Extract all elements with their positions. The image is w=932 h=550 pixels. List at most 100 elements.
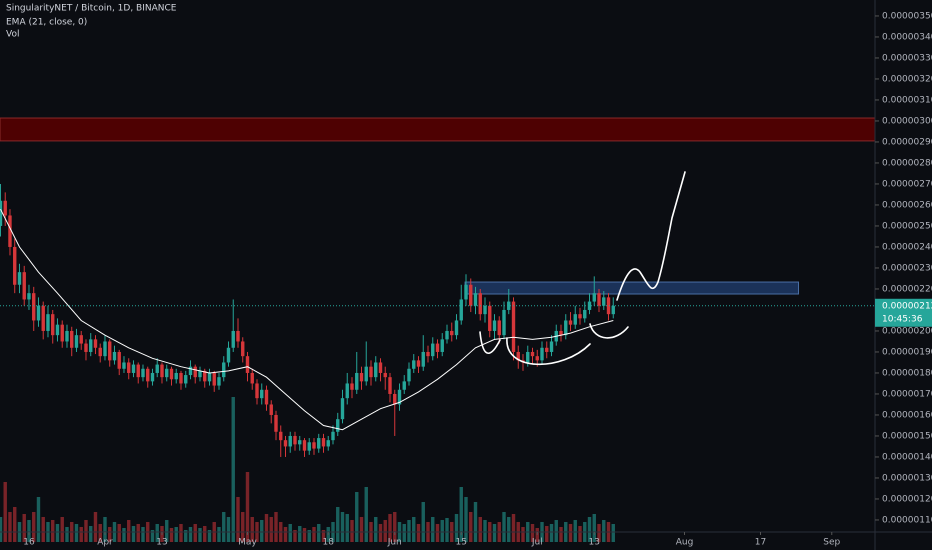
candle-body <box>207 372 212 382</box>
volume-bar <box>445 518 449 542</box>
candle-body <box>317 438 321 449</box>
candle-body <box>269 404 273 415</box>
candle-body <box>568 320 573 325</box>
y-tick-label: 0.00000290 <box>882 137 932 147</box>
volume-bar <box>345 514 349 542</box>
volume-bar <box>89 526 93 542</box>
candle-body <box>27 293 31 300</box>
y-tick-label: 0.00000280 <box>882 158 932 168</box>
volume-bar <box>554 520 558 542</box>
volume-bar <box>174 527 178 542</box>
y-tick-label: 0.00000140 <box>882 452 932 462</box>
y-tick-label: 0.00000220 <box>882 284 932 294</box>
candle-body <box>559 330 563 336</box>
last-price-box <box>875 298 932 327</box>
candle-body <box>511 301 516 352</box>
volume-bar <box>27 520 31 542</box>
candle-body <box>274 414 278 432</box>
candle-body <box>51 314 55 336</box>
volume-bar <box>502 512 506 542</box>
ema-line <box>0 208 614 431</box>
volume-bar <box>55 524 60 542</box>
candle-body <box>3 200 7 216</box>
candle-body <box>378 362 383 373</box>
axes: 0.00000110 0.00000120 0.00000130 0.00000140… <box>0 11 932 548</box>
volume-bar <box>217 527 221 542</box>
candle-body <box>203 370 207 382</box>
candle-body <box>545 347 549 352</box>
volume-bar <box>317 524 321 542</box>
y-tick-label: 0.00000120 <box>882 494 932 504</box>
volume-bar <box>131 526 136 542</box>
candle-body <box>350 383 354 390</box>
candle-body <box>198 370 202 378</box>
volume-bar <box>521 527 525 542</box>
volume-bar <box>98 524 102 542</box>
y-tick-label: 0.00000150 <box>882 431 932 441</box>
candle-body <box>165 368 169 378</box>
volume-bar <box>108 527 112 542</box>
volume-bar <box>13 507 17 542</box>
volume-bar <box>592 514 596 542</box>
candle-body <box>369 366 373 378</box>
candle-body <box>117 351 121 369</box>
candle-body <box>564 320 568 336</box>
volume-bar <box>250 517 254 542</box>
candle-body <box>326 440 330 447</box>
candle-body <box>302 440 307 451</box>
candle-body <box>41 305 45 331</box>
x-tick-label: 17 <box>755 538 766 548</box>
candle-body <box>32 293 36 321</box>
x-tick-label: 15 <box>456 538 467 548</box>
candle-body <box>516 351 520 361</box>
volume-label: Vol <box>6 30 19 40</box>
x-tick-label: May <box>238 538 257 548</box>
x-tick-label: Aug <box>676 538 694 548</box>
candle-body <box>250 372 254 384</box>
candle-body <box>587 301 592 310</box>
volume-bar <box>350 520 354 542</box>
candle-body <box>440 339 444 352</box>
countdown: 10:45:36 <box>882 314 923 324</box>
volume-bar <box>611 524 615 542</box>
candle-body <box>160 364 164 378</box>
candle-body <box>46 314 50 331</box>
volume-bar <box>274 512 278 542</box>
volume-bar <box>65 527 69 542</box>
candle-body <box>530 351 535 357</box>
y-tick-label: 0.00000330 <box>882 53 932 63</box>
x-tick-label: Jun <box>387 538 402 548</box>
volume-bar <box>440 520 444 542</box>
volume-bar <box>321 530 326 542</box>
y-tick-label: 0.00000230 <box>882 263 932 273</box>
candle-body <box>397 389 402 405</box>
volume-bar <box>407 520 411 542</box>
volume-bar <box>136 524 140 542</box>
candle-body <box>146 368 150 382</box>
candle-body <box>383 372 387 378</box>
volume-bar <box>207 530 212 542</box>
volume-bar <box>483 520 487 542</box>
candle-body <box>127 362 131 373</box>
volume-bar <box>3 482 7 542</box>
candle-body <box>131 364 136 373</box>
candle-body <box>169 368 174 380</box>
volume-bar <box>198 528 202 542</box>
candle-body <box>421 351 425 367</box>
volume-bar <box>32 512 36 542</box>
volume-bar <box>179 524 183 542</box>
volume-bar <box>378 524 383 542</box>
volume-bar <box>79 527 83 542</box>
volume-bar <box>169 528 174 542</box>
drawing <box>616 171 686 301</box>
candle-body <box>98 347 102 357</box>
candle-body <box>307 442 311 451</box>
volume-bar <box>245 472 250 542</box>
volume-bar <box>264 514 269 542</box>
candle-body <box>526 351 530 363</box>
volume-bar <box>203 526 207 542</box>
candle-body <box>416 360 421 367</box>
volume-bar <box>364 487 368 542</box>
y-tick-label: 0.00000110 <box>882 515 932 525</box>
candle-body <box>312 442 316 449</box>
